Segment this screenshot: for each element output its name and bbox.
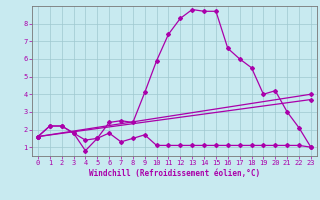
- X-axis label: Windchill (Refroidissement éolien,°C): Windchill (Refroidissement éolien,°C): [89, 169, 260, 178]
